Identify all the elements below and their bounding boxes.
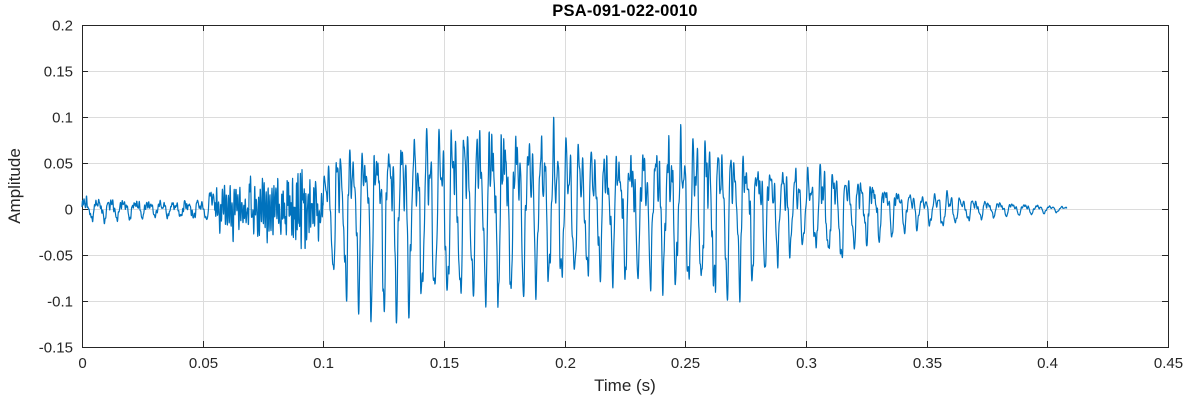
x-tick-label: 0.2 [555,355,576,372]
x-tick-label: 0.25 [671,355,700,372]
waveform-line [81,116,1068,324]
x-tick-label: 0 [78,355,86,372]
x-tick-label: 0.15 [430,355,459,372]
y-tick-label: 0.05 [44,156,73,173]
y-tick-label: 0 [65,202,73,219]
plot-box [82,25,1169,348]
y-tick-label: -0.05 [39,248,73,265]
y-tick-label: -0.15 [39,340,73,357]
x-tick-label: 0.45 [1154,355,1183,372]
x-tick-label: 0.3 [796,355,817,372]
y-tick-label: 0.1 [52,110,73,127]
y-tick-label: 0.15 [44,64,73,81]
chart-title: PSA-091-022-0010 [552,2,698,20]
y-tick-label: 0.2 [52,18,73,35]
x-tick-label: 0.35 [913,355,942,372]
x-tick-label: 0.1 [313,355,334,372]
x-tick-label: 0.4 [1037,355,1058,372]
x-tick-label: 0.05 [189,355,218,372]
y-tick-label: -0.1 [47,294,73,311]
x-axis-label: Time (s) [594,376,656,395]
